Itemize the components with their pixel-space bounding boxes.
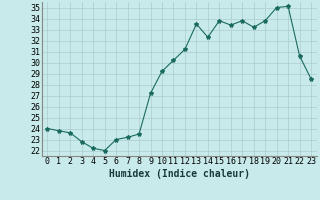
X-axis label: Humidex (Indice chaleur): Humidex (Indice chaleur): [109, 169, 250, 179]
